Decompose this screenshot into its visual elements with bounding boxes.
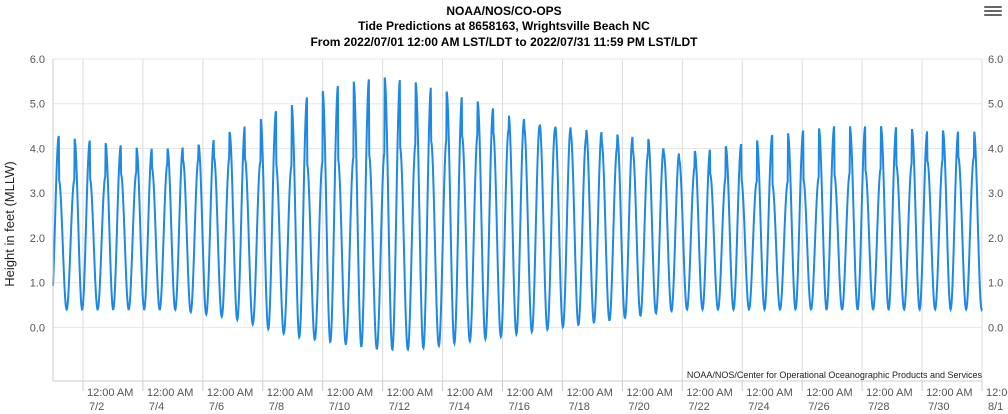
y-axis-title: Height in feet (MLLW): [2, 161, 17, 286]
y-tick-label-left: 1.0: [30, 278, 45, 290]
x-tick-date-label: 7/20: [628, 401, 649, 413]
y-tick-label-left: 0.0: [30, 322, 45, 334]
x-tick-time-label: 12:00 AM: [87, 387, 133, 399]
x-tick-date-label: 7/6: [209, 401, 224, 413]
series-layer: [52, 77, 983, 352]
y-tick-label-left: 6.0: [30, 54, 45, 66]
y-tick-label-left: 4.0: [30, 143, 45, 155]
x-tick-time-label: 12:00 AM: [327, 387, 373, 399]
x-tick-time-label: 12:00: [986, 387, 1008, 399]
y-tick-label-left: 2.0: [30, 233, 45, 245]
x-tick-date-label: 8/1: [988, 401, 1003, 413]
chart-credit: NOAA/NOS/Center for Operational Oceanogr…: [687, 370, 983, 380]
x-tick-time-label: 12:00 AM: [806, 387, 852, 399]
x-tick-time-label: 12:00 AM: [147, 387, 193, 399]
x-tick-date-label: 7/26: [808, 401, 829, 413]
x-tick-date-label: 7/8: [269, 401, 284, 413]
y-tick-label-left: 5.0: [30, 99, 45, 111]
x-tick-date-label: 7/28: [868, 401, 889, 413]
chart-text: NOAA/NOS/CO-OPS Tide Predictions at 8658…: [2, 4, 982, 380]
x-tick-date-label: 7/22: [688, 401, 709, 413]
y-tick-label-right: 3.0: [988, 188, 1003, 200]
x-tick-time-label: 12:00 AM: [207, 387, 253, 399]
x-tick-time-label: 12:00 AM: [566, 387, 612, 399]
x-tick-time-label: 12:00 AM: [507, 387, 553, 399]
y-tick-label-right: 5.0: [988, 99, 1003, 111]
chart-title-line-1: NOAA/NOS/CO-OPS: [446, 4, 561, 18]
y-tick-label-right: 2.0: [988, 233, 1003, 245]
axes: 0.0 0.0 1.0 1.0 2.0 2.0 3.0 3.0 4.0 4.0 5.0 5.0 6.0 6…: [30, 54, 1008, 413]
x-tick-time-label: 12:00 AM: [267, 387, 313, 399]
y-tick-label-right: 4.0: [988, 143, 1003, 155]
x-tick-date-label: 7/12: [389, 401, 410, 413]
y-tick-label-right: 1.0: [988, 278, 1003, 290]
chart-title-line-3: From 2022/07/01 12:00 AM LST/LDT to 2022…: [310, 35, 698, 49]
x-tick-date-label: 7/4: [149, 401, 164, 413]
x-tick-date-label: 7/30: [928, 401, 949, 413]
y-tick-label-right: 6.0: [988, 54, 1003, 66]
tide-prediction-line: [52, 77, 983, 352]
x-tick-date-label: 7/2: [89, 401, 104, 413]
x-tick-time-label: 12:00 AM: [746, 387, 792, 399]
chart-title-line-2: Tide Predictions at 8658163, Wrightsvill…: [358, 19, 650, 33]
x-tick-date-label: 7/16: [509, 401, 530, 413]
x-tick-date-label: 7/10: [329, 401, 350, 413]
x-tick-time-label: 12:00 AM: [686, 387, 732, 399]
x-tick-time-label: 12:00 AM: [866, 387, 912, 399]
x-tick-time-label: 12:00 AM: [447, 387, 493, 399]
y-tick-label-right: 0.0: [988, 322, 1003, 334]
x-tick-time-label: 12:00 AM: [926, 387, 972, 399]
x-tick-date-label: 7/24: [748, 401, 769, 413]
hamburger-menu-icon[interactable]: [984, 4, 1002, 18]
x-tick-time-label: 12:00 AM: [626, 387, 672, 399]
x-tick-date-label: 7/18: [568, 401, 589, 413]
y-tick-label-left: 3.0: [30, 188, 45, 200]
x-tick-date-label: 7/14: [449, 401, 470, 413]
x-tick-time-label: 12:00 AM: [387, 387, 433, 399]
